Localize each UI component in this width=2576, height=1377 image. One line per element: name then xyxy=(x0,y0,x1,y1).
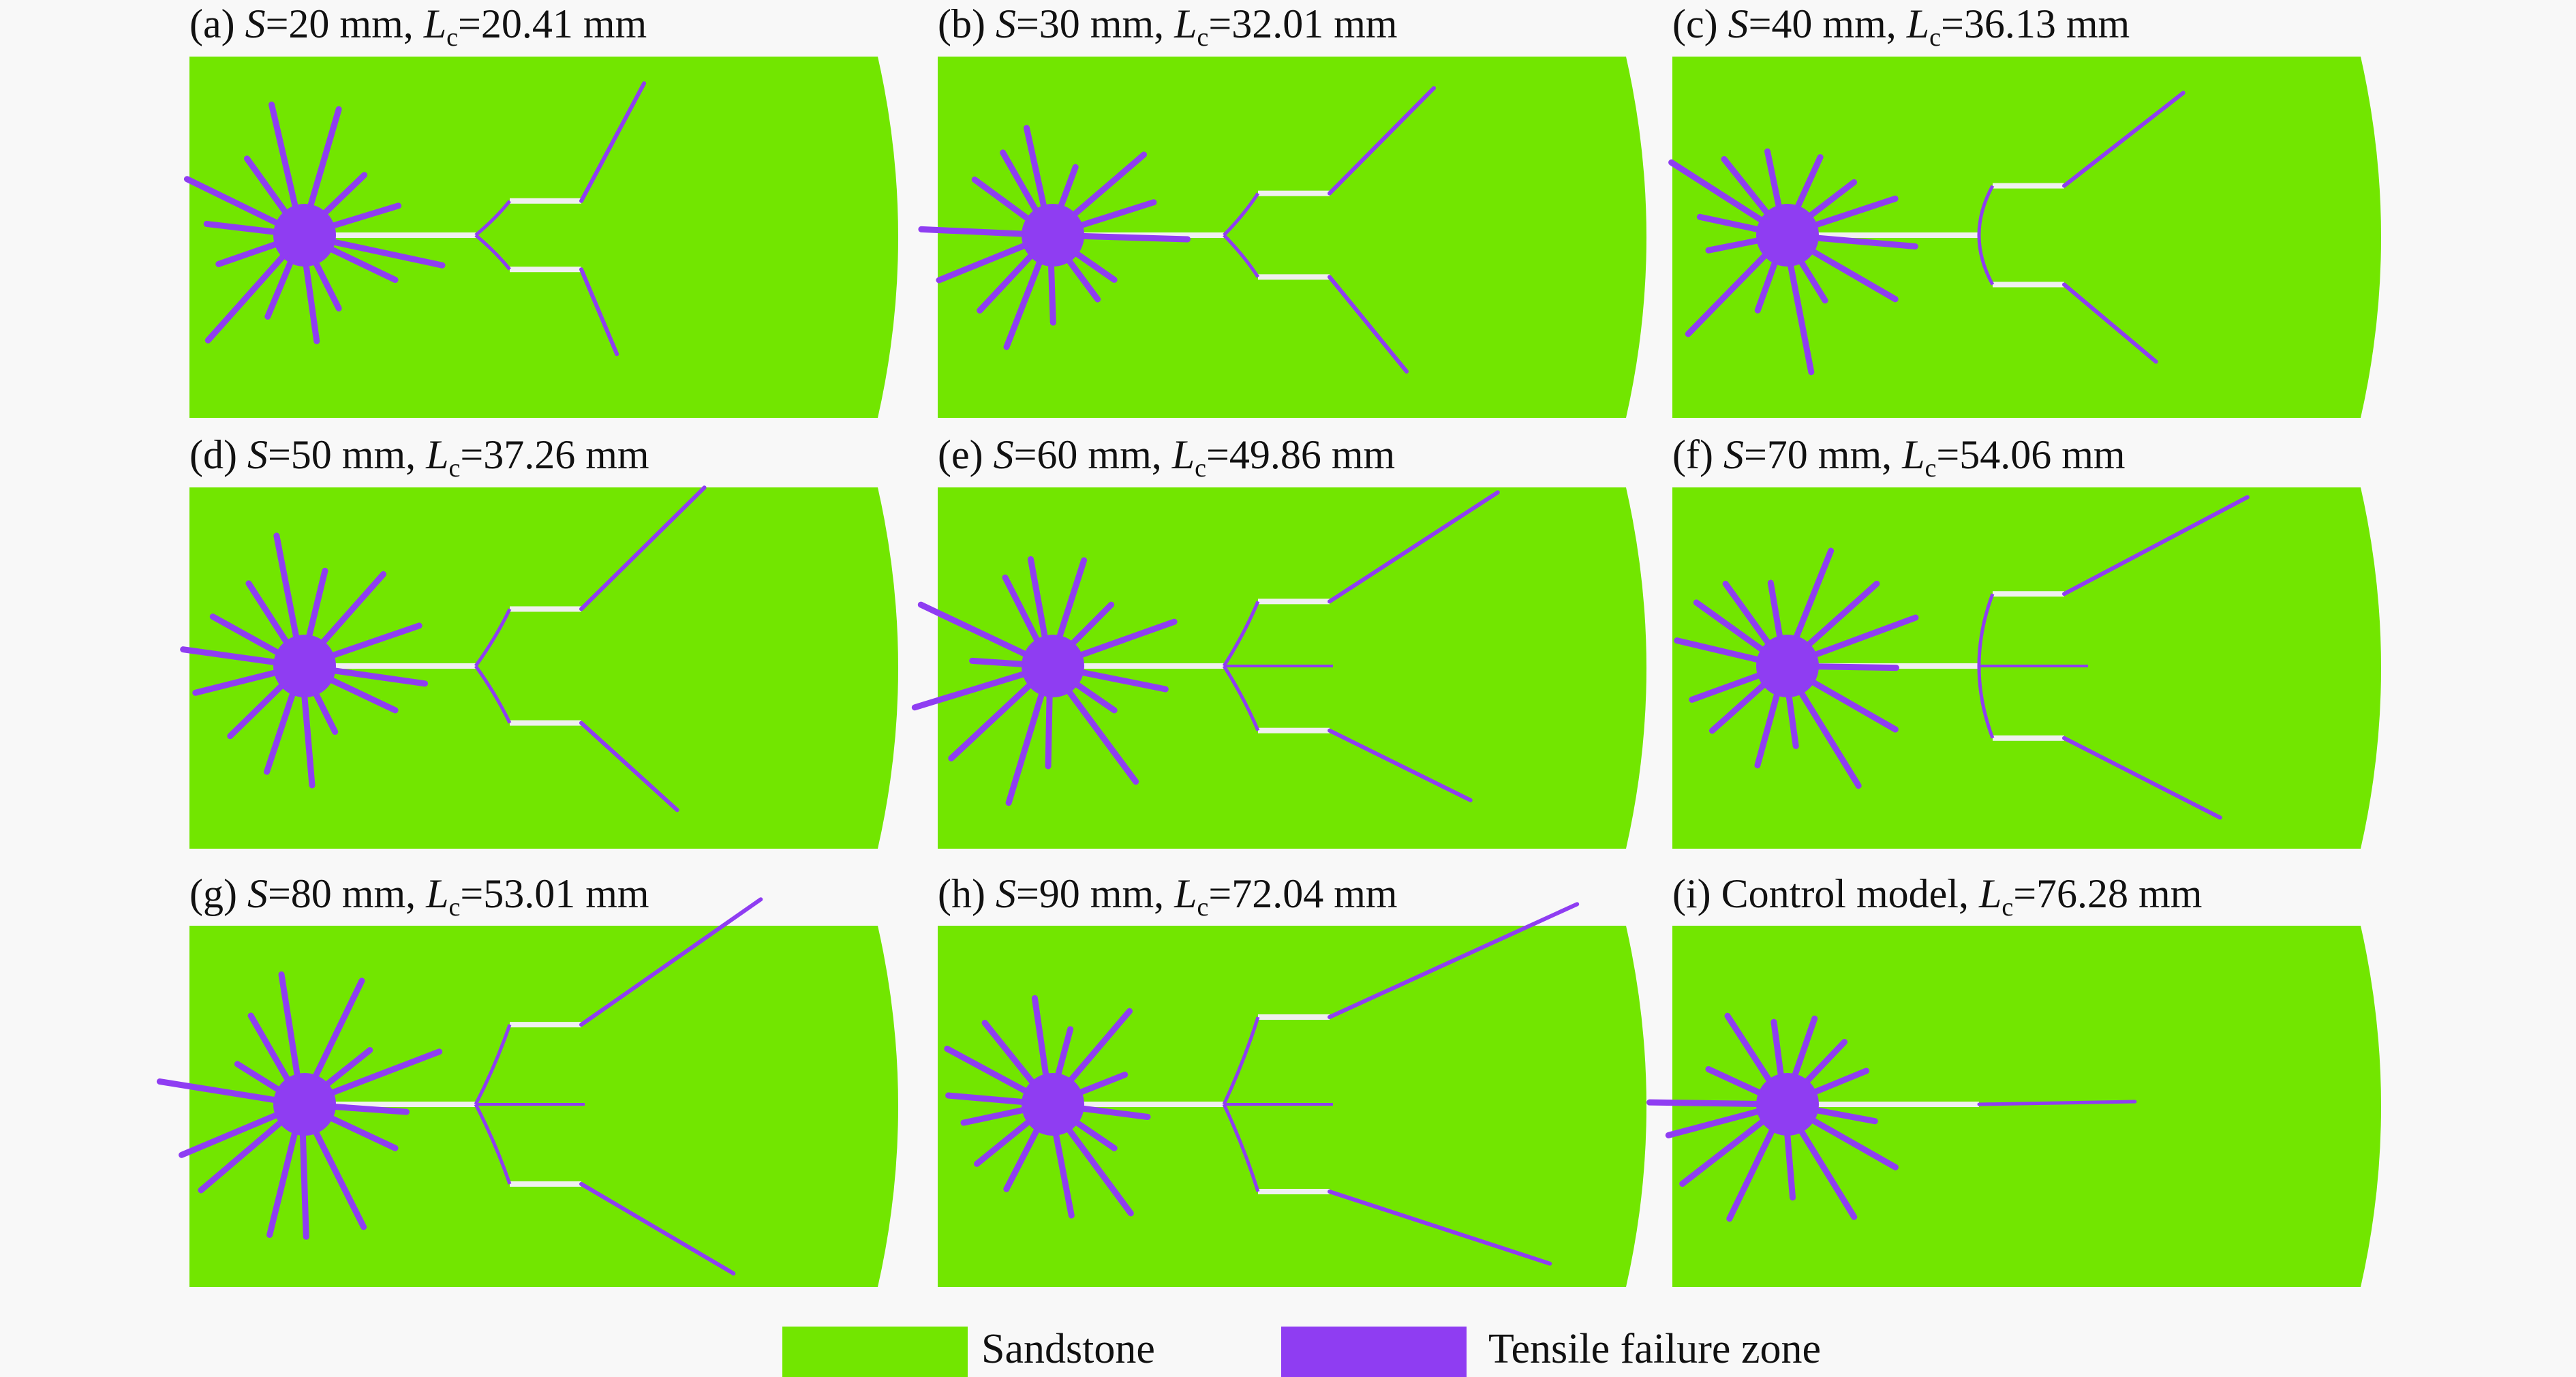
blast-core xyxy=(273,204,336,267)
wing-crack-lower xyxy=(1328,275,1409,374)
wing-crack-lower xyxy=(2062,282,2158,364)
sandstone-body xyxy=(189,926,898,1287)
caption-c: (c) S=40 mm, Lc=36.13 mm xyxy=(1672,1,2130,52)
connecting-crack-lower xyxy=(1977,665,1995,739)
wing-crack-upper xyxy=(1328,902,1580,1019)
axial-crack xyxy=(1977,1100,2137,1106)
guide-slot-lower xyxy=(510,1181,581,1187)
panel-f-simulation xyxy=(1672,487,2381,849)
guide-slot-lower xyxy=(1993,282,2064,288)
wing-crack-lower xyxy=(579,721,679,813)
caption-g: (g) S=80 mm, Lc=53.01 mm xyxy=(189,871,649,922)
guide-slot-lower xyxy=(510,720,581,726)
guide-slot-upper xyxy=(1993,183,2064,189)
connecting-crack-lower xyxy=(1222,665,1260,731)
sandstone-body xyxy=(938,57,1646,418)
wing-crack-upper xyxy=(2062,91,2186,188)
connecting-crack-upper xyxy=(1223,192,1260,237)
connecting-crack-lower xyxy=(474,665,512,724)
connecting-crack-upper xyxy=(1222,601,1260,667)
guide-slot-lower xyxy=(1993,735,2064,741)
borehole-slot xyxy=(329,1102,476,1107)
caption-b: (b) S=30 mm, Lc=32.01 mm xyxy=(938,1,1398,52)
wing-crack-lower xyxy=(1328,1190,1552,1266)
legend-label-tensile: Tensile failure zone xyxy=(1488,1326,1821,1372)
blast-core xyxy=(273,635,336,697)
panel-h-simulation xyxy=(938,902,1646,1287)
caption-h: (h) S=90 mm, Lc=72.04 mm xyxy=(938,871,1398,922)
guide-slot-lower xyxy=(1258,1189,1330,1194)
caption-a: (a) S=20 mm, Lc=20.41 mm xyxy=(189,1,647,52)
guide-slot-upper xyxy=(510,606,581,612)
sandstone-body xyxy=(1672,926,2381,1287)
connecting-crack-upper xyxy=(474,608,512,667)
guide-slot-upper xyxy=(510,1022,581,1028)
blast-core xyxy=(1022,635,1084,697)
blast-core xyxy=(273,1073,336,1136)
blast-core xyxy=(1756,635,1819,697)
connecting-crack-upper xyxy=(1977,185,1995,236)
guide-slot-upper xyxy=(1993,591,2064,597)
connecting-crack-upper xyxy=(474,200,511,237)
caption-d: (d) S=50 mm, Lc=37.26 mm xyxy=(189,432,649,483)
borehole-slot xyxy=(1812,1102,1979,1107)
borehole-slot xyxy=(1077,663,1224,669)
legend-label-sandstone: Sandstone xyxy=(981,1326,1155,1372)
connecting-crack-lower xyxy=(1223,234,1260,278)
guide-slot-lower xyxy=(510,267,581,273)
guide-slot-upper xyxy=(510,198,581,204)
sandstone-body xyxy=(189,57,898,418)
sandstone-body xyxy=(1672,57,2381,418)
connecting-crack-upper xyxy=(1222,1016,1260,1106)
borehole-slot xyxy=(329,663,476,669)
wing-crack-upper xyxy=(579,897,763,1027)
borehole-slot xyxy=(1812,232,1979,238)
caption-i: (i) Control model, Lc=76.28 mm xyxy=(1672,871,2203,922)
connecting-crack-lower xyxy=(474,1103,512,1185)
panel-d-simulation xyxy=(180,485,898,849)
wing-crack-lower xyxy=(1328,728,1473,802)
wing-crack-lower xyxy=(579,1181,736,1276)
panel-a-simulation xyxy=(183,57,898,418)
connecting-crack-lower xyxy=(1222,1103,1260,1192)
panel-c-simulation xyxy=(1668,57,2381,418)
borehole-slot xyxy=(1077,1102,1224,1107)
wing-crack-upper xyxy=(1328,86,1437,196)
panel-b-simulation xyxy=(918,57,1646,418)
legend-swatch-sandstone xyxy=(782,1327,968,1377)
guide-slot-upper xyxy=(1258,1014,1330,1020)
connecting-crack-upper xyxy=(1977,593,1995,667)
caption-e: (e) S=60 mm, Lc=49.86 mm xyxy=(938,432,1396,483)
wing-crack-upper xyxy=(579,81,647,203)
wing-crack-lower xyxy=(2062,736,2222,820)
guide-slot-lower xyxy=(1258,274,1330,280)
connecting-crack-lower xyxy=(474,234,511,271)
blast-core xyxy=(1022,1073,1084,1136)
wing-crack-upper xyxy=(1328,490,1500,604)
panel-g-simulation xyxy=(156,897,898,1287)
guide-slot-lower xyxy=(1258,727,1330,733)
guide-slot-upper xyxy=(1258,599,1330,605)
legend-swatch-tensile xyxy=(1281,1327,1467,1377)
connecting-crack-lower xyxy=(1977,234,1995,286)
connecting-crack-upper xyxy=(474,1024,512,1106)
blast-core xyxy=(1756,1073,1819,1136)
panel-e-simulation xyxy=(911,487,1646,849)
sandstone-body xyxy=(189,487,898,849)
wing-crack-lower xyxy=(579,267,619,357)
wing-crack-upper xyxy=(2062,495,2250,596)
caption-f: (f) S=70 mm, Lc=54.06 mm xyxy=(1672,432,2126,483)
blast-core xyxy=(1756,204,1819,267)
blast-core xyxy=(1022,204,1084,267)
panel-i-simulation xyxy=(1646,926,2381,1287)
sandstone-body xyxy=(1672,487,2381,849)
guide-slot-upper xyxy=(1258,190,1330,196)
wing-crack-upper xyxy=(579,485,707,611)
borehole-slot xyxy=(329,232,476,238)
